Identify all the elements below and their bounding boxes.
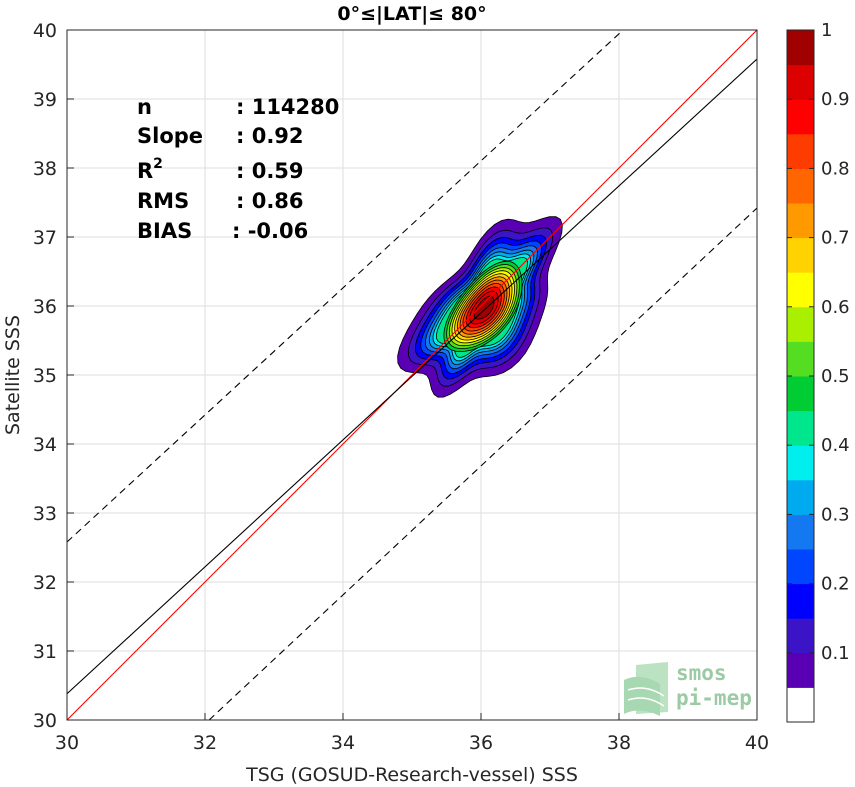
smos-pi-mep-logo: smos pi-mep	[624, 661, 752, 716]
colorbar-band	[787, 652, 814, 688]
y-tick-label: 36	[33, 296, 57, 318]
contour-band	[473, 295, 495, 320]
reference-lines	[67, 30, 757, 720]
colorbar-tick-label: 0.7	[821, 228, 850, 249]
colorbar-band	[787, 479, 814, 515]
y-tick-label: 32	[33, 572, 57, 594]
colorbar-band	[787, 30, 814, 66]
y-tick-label: 38	[33, 158, 57, 180]
colorbar-tick-label: 0.4	[821, 435, 850, 456]
stat-r2-superscript: 2	[153, 156, 163, 172]
colorbar-band	[787, 237, 814, 273]
x-tick-label: 34	[331, 732, 355, 754]
y-tick-label: 30	[33, 710, 57, 732]
colorbar-band	[787, 203, 814, 239]
colorbar-band	[787, 376, 814, 412]
stat-rms-label: RMS	[137, 189, 189, 213]
colorbar-tick-label: 0.2	[821, 574, 850, 595]
stat-n-value: : 114280	[236, 95, 339, 119]
y-axis-label: Satellite SSS	[2, 315, 24, 435]
colorbar-band	[787, 306, 814, 342]
lower-bound-line	[208, 207, 757, 720]
stat-r2-label: R2	[137, 156, 163, 183]
stat-bias-label: BIAS	[137, 219, 192, 243]
y-tick-label: 34	[33, 434, 57, 456]
stat-bias-value: : -0.06	[232, 219, 308, 243]
colorbar-band	[787, 445, 814, 481]
x-tick-label: 40	[745, 732, 769, 754]
colorbar-band	[787, 272, 814, 308]
colorbar-band	[787, 410, 814, 446]
colorbar-band	[787, 583, 814, 619]
x-tick-label: 32	[193, 732, 217, 754]
stat-rms-value: : 0.86	[236, 189, 304, 213]
colorbar-band	[787, 99, 814, 135]
stat-n-label: n	[137, 95, 152, 119]
colorbar-band	[787, 168, 814, 204]
stat-r2-value: : 0.59	[236, 159, 304, 183]
y-tick-label: 40	[33, 20, 57, 42]
colorbar-band	[787, 687, 814, 723]
y-tick-label: 39	[33, 89, 57, 111]
chart-title: 0°≤|LAT|≤ 80°	[337, 3, 486, 25]
colorbar-tick-label: 0.6	[821, 297, 850, 318]
stats-box: n : 114280 Slope : 0.92 R2 : 0.59 RMS : …	[137, 95, 339, 243]
logo-wave-icon	[624, 662, 668, 716]
y-axis-ticks: 30 31 32 33 34 35 36 37 38 39 40	[33, 20, 74, 732]
colorbar-ticks: 0.1 0.2 0.3 0.4 0.5 0.6 0.7 0.8 0.9 1	[787, 20, 850, 664]
x-axis-ticks: 30 32 34 36 38 40	[55, 713, 769, 754]
stat-r2-base: R	[137, 159, 153, 183]
colorbar-tick-label: 0.5	[821, 366, 850, 387]
colorbar-tick-label: 0.3	[821, 504, 850, 525]
colorbar-tick-label: 1	[821, 20, 832, 41]
y-tick-label: 33	[33, 503, 57, 525]
colorbar	[787, 30, 814, 723]
colorbar-band	[787, 133, 814, 169]
colorbar-tick-label: 0.8	[821, 158, 850, 179]
colorbar-band	[787, 549, 814, 585]
x-tick-label: 36	[469, 732, 493, 754]
stat-slope-value: : 0.92	[236, 124, 304, 148]
colorbar-band	[787, 64, 814, 100]
colorbar-tick-label: 0.9	[821, 89, 850, 110]
y-tick-label: 37	[33, 227, 57, 249]
y-tick-label: 31	[33, 641, 57, 663]
colorbar-band	[787, 341, 814, 377]
x-tick-label: 30	[55, 732, 79, 754]
logo-text-smos: smos	[676, 661, 727, 685]
colorbar-tick-label: 0.1	[821, 643, 850, 664]
identity-line	[67, 30, 757, 720]
stat-slope-label: Slope	[137, 124, 203, 148]
x-axis-label: TSG (GOSUD-Research-vessel) SSS	[245, 764, 578, 786]
x-tick-label: 38	[607, 732, 631, 754]
upper-bound-line	[67, 30, 624, 543]
logo-text-pi-mep: pi-mep	[676, 686, 752, 710]
regression-line	[67, 58, 757, 695]
y-tick-label: 35	[33, 365, 57, 387]
colorbar-band	[787, 514, 814, 550]
colorbar-band	[787, 618, 814, 654]
